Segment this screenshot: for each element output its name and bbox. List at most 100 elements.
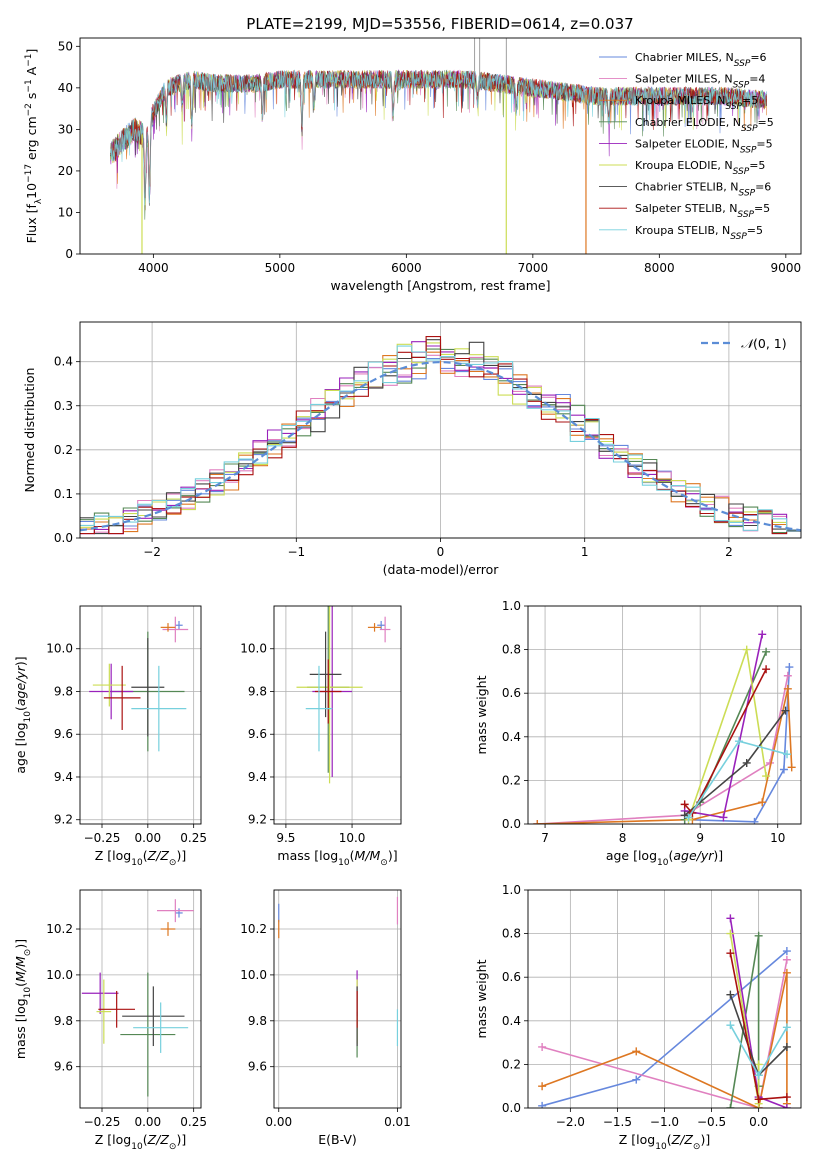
legend-label: Chabrier STELIB, NSSP=6 — [635, 181, 771, 199]
weight-line — [541, 959, 788, 1108]
y-tick-label: 10.0 — [240, 968, 267, 982]
axes-frame — [527, 889, 802, 1109]
y-axis-label: mass weight — [474, 959, 489, 1038]
y-tick-label: 9.4 — [248, 770, 267, 784]
residuals-panel: −2 −1 0 1 2 0.0 0.1 0.2 0.3 0.4 (data-model)/error… — [22, 321, 802, 577]
legend-label: 𝒩(0, 1) — [741, 336, 787, 351]
weight-marker — [726, 914, 735, 923]
weight-marker — [734, 737, 743, 746]
y-tick-label: 0.6 — [502, 686, 521, 700]
weight-marker — [782, 955, 791, 964]
weight-marker — [762, 665, 771, 674]
weight-marker — [538, 1082, 547, 1091]
y-tick-label: 10.0 — [240, 642, 267, 656]
weight-marker — [758, 630, 767, 639]
errorbars — [89, 616, 189, 752]
weight-marker — [754, 1095, 763, 1104]
y-tick-label: 0.1 — [54, 487, 73, 501]
weight-marker — [726, 990, 735, 999]
normal-reference-curve — [80, 360, 801, 532]
weight-marker — [787, 763, 796, 772]
errorbars — [278, 896, 399, 1058]
y-tick-label: 10.2 — [240, 922, 267, 936]
x-tick-label: −0.25 — [84, 1115, 121, 1129]
weight-marker — [754, 1060, 763, 1069]
y-tick-label: 0.8 — [502, 643, 521, 657]
x-tick-label: 0.25 — [180, 1115, 207, 1129]
x-tick-label: 7 — [541, 831, 549, 845]
weight-marker — [782, 1104, 791, 1108]
x-tick-label: 10 — [770, 831, 785, 845]
weight-marker — [632, 1075, 641, 1084]
y-tick-label: 10.0 — [46, 968, 73, 982]
y-tick-label: 0.6 — [502, 970, 521, 984]
weight-marker — [533, 820, 542, 824]
spectrum-legend: Chabrier MILES, NSSP=6 Salpeter MILES, NS… — [599, 51, 774, 242]
weight-marker — [632, 1047, 641, 1056]
y-tick-label: 40 — [58, 81, 73, 95]
x-tick-label: 1 — [581, 545, 589, 559]
weight-marker — [782, 947, 791, 956]
y-tick-label: 10 — [58, 205, 73, 219]
y-axis-label: mass weight — [474, 675, 489, 754]
x-tick-label: 8000 — [644, 261, 675, 275]
y-tick-label: 9.6 — [248, 727, 267, 741]
weight-marker — [754, 931, 763, 940]
weight-marker — [750, 817, 759, 824]
legend-label: Salpeter MILES, NSSP=4 — [635, 73, 765, 91]
x-tick-label: 9000 — [771, 261, 802, 275]
x-tick-label: 0.01 — [384, 1115, 411, 1129]
weight-line — [684, 634, 763, 819]
weight-series — [533, 630, 796, 824]
y-tick-label: 1.0 — [502, 883, 521, 897]
y-axis-label: Flux [fλ10−17 erg cm−2 s−1 A−1] — [24, 49, 44, 244]
x-tick-label: 0.00 — [265, 1115, 292, 1129]
y-tick-label: 0.8 — [502, 927, 521, 941]
x-tick-label: 10.0 — [339, 831, 366, 845]
y-tick-label: 0.4 — [502, 730, 521, 744]
x-tick-label: 9 — [696, 831, 704, 845]
weight-marker — [680, 800, 689, 809]
x-axis-label: age [log10(age/yr)] — [606, 848, 723, 868]
x-tick-label: −0.5 — [697, 1115, 726, 1129]
x-tick-label: 5000 — [265, 261, 296, 275]
weight-marker — [538, 1101, 547, 1108]
y-tick-label: 9.8 — [54, 1014, 73, 1028]
y-tick-label: 9.8 — [248, 1014, 267, 1028]
y-tick-label: 0.2 — [502, 773, 521, 787]
weight-marker — [742, 645, 751, 654]
y-tick-label: 0.2 — [502, 1057, 521, 1071]
x-tick-label: 0.00 — [134, 1115, 161, 1129]
spectrum-line — [110, 69, 767, 206]
weight-marker — [726, 949, 735, 958]
weight-line — [684, 666, 791, 823]
y-tick-label: 0.0 — [54, 531, 73, 545]
y-tick-label: 1.0 — [502, 599, 521, 613]
weight-line — [684, 668, 767, 815]
weight-marker — [783, 750, 792, 759]
weight-marker — [762, 647, 771, 656]
legend-label: Kroupa STELIB, NSSP=5 — [635, 224, 763, 242]
weight-marker — [785, 663, 794, 672]
y-tick-label: 9.2 — [248, 813, 267, 827]
weight-marker — [762, 772, 771, 781]
x-tick-label: −1.0 — [650, 1115, 679, 1129]
weight-marker — [684, 813, 693, 822]
x-tick-label: −0.25 — [84, 831, 121, 845]
legend-label: Salpeter ELODIE, NSSP=5 — [635, 137, 773, 155]
weight-marker — [781, 706, 790, 715]
y-tick-label: 9.6 — [248, 1060, 267, 1074]
spectrum-panel: 4000 5000 6000 7000 8000 9000 0 10 20 30 40 50 wavel… — [24, 37, 802, 293]
x-axis-label: E(B-V) — [318, 1132, 357, 1147]
y-tick-label: 0.2 — [54, 443, 73, 457]
age-vs-mass-panel: 9.5 10.0 9.2 9.4 9.6 9.8 10.0 mass [log10(M/M⊙)… — [240, 605, 402, 868]
spectrum-lines — [110, 38, 767, 254]
x-tick-label: 0.0 — [749, 1115, 768, 1129]
y-tick-label: 0.4 — [502, 1014, 521, 1028]
mass-vs-ebv-panel: 0.00 0.01 9.6 9.8 10.0 10.2 E(B-V) — [240, 889, 411, 1147]
errorbars — [81, 899, 194, 1097]
x-tick-label: −1 — [287, 545, 305, 559]
y-axis-label: age [log10(age/yr)] — [13, 656, 33, 773]
y-tick-label: 0.0 — [502, 817, 521, 831]
